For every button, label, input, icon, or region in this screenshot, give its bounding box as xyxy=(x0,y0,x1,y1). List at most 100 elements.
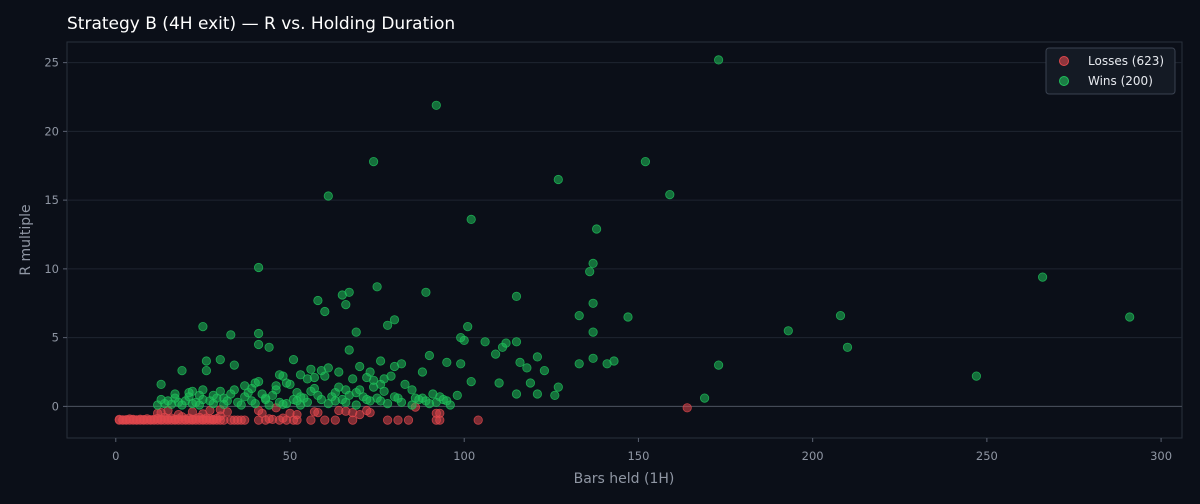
win-point xyxy=(1038,272,1048,282)
win-point xyxy=(539,365,550,376)
win-point xyxy=(323,191,333,201)
win-point xyxy=(254,339,264,350)
win-point xyxy=(250,398,260,409)
loss-point xyxy=(682,403,692,413)
win-point xyxy=(466,376,476,387)
win-point xyxy=(355,361,365,372)
win-point xyxy=(623,312,633,322)
win-point xyxy=(292,387,302,398)
win-point xyxy=(226,389,236,399)
x-tick-label: 300 xyxy=(1150,449,1172,463)
win-point xyxy=(320,371,330,381)
loss-point xyxy=(240,415,250,425)
x-tick-label: 100 xyxy=(453,449,475,463)
win-point xyxy=(389,315,400,325)
loss-point xyxy=(313,407,323,418)
win-point xyxy=(177,400,187,410)
chart-title: Strategy B (4H exit) — R vs. Holding Dur… xyxy=(67,14,456,34)
win-point xyxy=(456,359,466,369)
win-point xyxy=(344,345,354,355)
win-point xyxy=(382,320,393,330)
win-point xyxy=(459,335,469,345)
win-point xyxy=(396,397,407,407)
win-point xyxy=(417,367,427,377)
win-point xyxy=(229,360,239,370)
win-point xyxy=(382,398,393,409)
win-point xyxy=(553,382,563,392)
win-point xyxy=(278,399,288,409)
loss-point xyxy=(473,415,483,425)
win-point xyxy=(348,374,358,384)
win-point xyxy=(1125,312,1135,322)
loss-point xyxy=(306,415,316,425)
y-tick-label: 15 xyxy=(44,193,59,207)
win-point xyxy=(466,214,476,224)
loss-point xyxy=(330,415,340,425)
y-tick-label: 5 xyxy=(52,331,59,345)
win-point xyxy=(424,398,434,409)
win-point xyxy=(285,379,295,389)
win-point xyxy=(515,357,525,367)
win-point xyxy=(713,55,724,65)
loss-point xyxy=(355,409,365,420)
win-point xyxy=(323,363,333,373)
win-point xyxy=(351,400,361,410)
win-point xyxy=(511,389,522,399)
y-tick-label: 10 xyxy=(44,262,59,276)
win-point xyxy=(442,357,452,367)
win-point xyxy=(783,326,793,336)
win-point xyxy=(337,394,347,405)
win-point xyxy=(313,295,323,306)
win-point xyxy=(494,378,504,388)
win-point xyxy=(254,262,264,273)
win-point xyxy=(431,100,441,110)
win-point xyxy=(585,266,595,277)
loss-point xyxy=(292,415,302,425)
loss-point xyxy=(435,415,445,425)
win-point xyxy=(375,356,386,366)
win-point xyxy=(525,378,536,388)
legend-marker-wins xyxy=(1059,76,1069,86)
win-point xyxy=(194,390,204,400)
win-point xyxy=(365,396,375,406)
win-point xyxy=(264,342,274,352)
win-point xyxy=(201,365,211,376)
win-point xyxy=(553,174,563,185)
x-tick-label: 0 xyxy=(112,449,119,463)
win-point xyxy=(532,352,543,362)
chart-legend: Losses (623) Wins (200) xyxy=(1045,47,1176,95)
win-point xyxy=(260,393,271,403)
win-point xyxy=(588,298,598,308)
win-point xyxy=(236,400,246,410)
y-tick-label: 20 xyxy=(44,124,59,138)
win-point xyxy=(410,393,420,403)
win-point xyxy=(156,379,166,389)
y-tick-label: 0 xyxy=(52,399,59,413)
win-point xyxy=(306,386,316,396)
win-point xyxy=(574,310,584,321)
loss-point xyxy=(173,409,184,420)
win-point xyxy=(351,327,361,337)
win-point xyxy=(591,224,602,234)
win-point xyxy=(971,371,982,381)
win-point xyxy=(379,386,389,396)
win-point xyxy=(337,290,347,300)
win-point xyxy=(215,354,225,365)
win-point xyxy=(640,157,651,167)
win-point xyxy=(208,398,218,409)
win-point xyxy=(386,371,396,381)
x-tick-label: 250 xyxy=(976,449,998,463)
win-point xyxy=(355,385,365,395)
win-point xyxy=(588,327,598,337)
win-point xyxy=(295,370,306,380)
loss-point xyxy=(365,407,375,418)
win-point xyxy=(713,360,724,370)
win-point xyxy=(271,385,281,395)
win-point xyxy=(170,393,180,403)
win-point xyxy=(588,258,598,268)
win-point xyxy=(463,321,473,332)
win-point xyxy=(501,338,511,348)
y-tick-label: 25 xyxy=(44,56,59,70)
